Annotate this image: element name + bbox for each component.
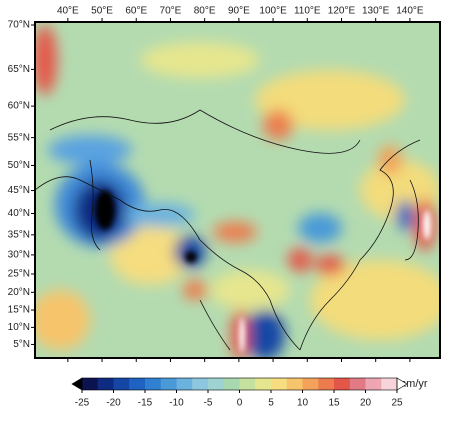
colorbar-cell <box>129 378 146 390</box>
colorbar-cell <box>318 378 335 390</box>
colorbar-cell <box>82 378 99 390</box>
colorbar-cell <box>176 378 193 390</box>
x-tick-label: 130°E <box>362 6 390 17</box>
colorbar-tick-label: -20 <box>106 398 121 409</box>
colorbar-tick-label: 5 <box>268 398 274 409</box>
colorbar-tick-label: -15 <box>138 398 153 409</box>
x-tick-label: 60°E <box>125 6 147 17</box>
x-tick-label: 100°E <box>259 6 287 17</box>
colorbar-cell <box>302 378 319 390</box>
map-frame <box>34 21 441 359</box>
y-tick-label: 70°N <box>8 20 30 31</box>
velocity-field <box>35 22 440 358</box>
colorbar-label: mm/yr <box>397 378 428 390</box>
y-tick-label: 65°N <box>8 64 30 75</box>
colorbar-cell <box>223 378 240 390</box>
colorbar-under <box>71 377 83 391</box>
y-tick-label: 30°N <box>8 250 30 261</box>
colorbar-cell <box>160 378 177 390</box>
colorbar-cell <box>365 378 382 390</box>
y-tick-label: 20°N <box>8 287 30 298</box>
colorbar-tick-label: -25 <box>75 398 90 409</box>
colorbar-cell <box>381 378 398 390</box>
colorbar-tick-label: -10 <box>169 398 184 409</box>
x-tick-label: 110°E <box>294 6 321 17</box>
x-tick-label: 40°E <box>57 6 79 17</box>
x-tick-label: 90°E <box>228 6 250 17</box>
colorbar-tick-label: 10 <box>297 398 309 409</box>
y-tick-label: 10°N <box>8 322 30 333</box>
colorbar-cell <box>145 378 162 390</box>
colorbar-cell <box>286 378 303 390</box>
colorbar-tick-label: -5 <box>204 398 213 409</box>
y-tick-label: 55°N <box>8 132 30 143</box>
x-tick-label: 50°E <box>91 6 113 17</box>
colorbar-cell <box>113 378 130 390</box>
colorbar-cell <box>208 378 225 390</box>
colorbar-cell <box>239 378 256 390</box>
y-tick-label: 35°N <box>8 229 30 240</box>
colorbar-cell <box>97 378 114 390</box>
y-tick-label: 60°N <box>8 101 30 112</box>
colorbar-cell <box>192 378 209 390</box>
coastlines <box>35 109 421 351</box>
y-tick-label: 5°N <box>13 339 30 350</box>
colorbar-tick-label: 0 <box>237 398 243 409</box>
colorbar-tick-label: 25 <box>391 398 403 409</box>
colorbar-cell <box>349 378 366 390</box>
y-tick-label: 50°N <box>8 160 30 171</box>
x-tick-label: 120°E <box>328 6 356 17</box>
colorbar-cell <box>334 378 351 390</box>
colorbar-cell <box>255 378 272 390</box>
colorbar-tick-label: 15 <box>328 398 340 409</box>
colorbar-tick-label: 20 <box>360 398 372 409</box>
x-tick-label: 140°E <box>396 6 424 17</box>
x-tick-label: 80°E <box>194 6 216 17</box>
y-tick-label: 40°N <box>8 208 30 219</box>
y-tick-label: 15°N <box>8 305 30 316</box>
colorbar-cell <box>271 378 288 390</box>
y-tick-label: 45°N <box>8 185 30 196</box>
x-tick-label: 70°E <box>160 6 182 17</box>
y-tick-label: 25°N <box>8 269 30 280</box>
